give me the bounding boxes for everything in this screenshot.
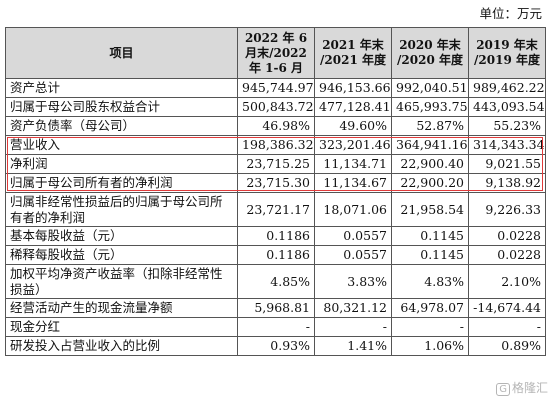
row-value: 9,021.55 xyxy=(468,154,546,174)
row-value: 5,968.81 xyxy=(237,298,315,318)
row-value: 22,900.40 xyxy=(391,154,469,174)
row-value: 945,744.97 xyxy=(237,78,315,98)
row-value: - xyxy=(468,317,546,337)
row-value: 0.89% xyxy=(468,336,546,356)
row-value: 1.41% xyxy=(314,336,392,356)
row-value: 9,138.92 xyxy=(468,173,546,193)
row-value: 23,715.30 xyxy=(237,173,315,193)
row-value: 46.98% xyxy=(237,116,315,136)
row-value: 477,128.41 xyxy=(314,97,392,117)
row-value: 946,153.66 xyxy=(314,78,392,98)
row-value: 4.83% xyxy=(391,264,469,299)
row-value: - xyxy=(314,317,392,337)
row-value: 0.93% xyxy=(237,336,315,356)
row-label: 净利润 xyxy=(5,154,238,174)
table-row: 加权平均净资产收益率（扣除非经常性损益） 4.85% 3.83% 4.83% 2.10% xyxy=(5,264,546,299)
table-row: 资产总计 945,744.97 946,153.66 992,040.51 989,46… xyxy=(5,78,546,98)
row-value: 500,843.72 xyxy=(237,97,315,117)
row-label: 资产总计 xyxy=(5,78,238,98)
row-value: 9,226.33 xyxy=(468,192,546,227)
row-value: 314,343.34 xyxy=(468,135,546,155)
row-value: 0.0228 xyxy=(468,226,546,246)
table-row: 现金分红 - - - - xyxy=(5,317,546,337)
row-value: 989,462.22 xyxy=(468,78,546,98)
row-value: 18,071.06 xyxy=(314,192,392,227)
table-row: 基本每股收益（元） 0.1186 0.0557 0.1145 0.0228 xyxy=(5,226,546,246)
header-2020: 2020 年末 /2020 年度 xyxy=(391,27,469,79)
row-value: 465,993.75 xyxy=(391,97,469,117)
row-value: 0.0228 xyxy=(468,245,546,265)
row-label: 基本每股收益（元） xyxy=(5,226,238,246)
row-value: 55.23% xyxy=(468,116,546,136)
row-label: 营业收入 xyxy=(5,135,238,155)
watermark-logo-icon: G xyxy=(496,383,510,396)
row-label: 研发投入占营业收入的比例 xyxy=(5,336,238,356)
row-value: 323,201.46 xyxy=(314,135,392,155)
row-label: 现金分红 xyxy=(5,317,238,337)
table-row: 归属于母公司股东权益合计 500,843.72 477,128.41 465,993.… xyxy=(5,97,546,117)
header-2022h1: 2022 年 6 月末/2022 年 1-6 月 xyxy=(237,27,315,79)
table-row: 资产负债率（母公司） 46.98% 49.60% 52.87% 55.23% xyxy=(5,116,546,136)
header-item: 项目 xyxy=(5,27,238,79)
table-row: 研发投入占营业收入的比例 0.93% 1.41% 1.06% 0.89% xyxy=(5,336,546,356)
row-value: 364,941.16 xyxy=(391,135,469,155)
row-value: -14,674.44 xyxy=(468,298,546,318)
row-value: 443,093.54 xyxy=(468,97,546,117)
row-value: 0.0557 xyxy=(314,245,392,265)
row-value: 992,040.51 xyxy=(391,78,469,98)
row-value: 11,134.67 xyxy=(314,173,392,193)
row-label: 归属于母公司股东权益合计 xyxy=(5,97,238,117)
row-label: 归属于母公司所有者的净利润 xyxy=(5,173,238,193)
row-value: 23,715.25 xyxy=(237,154,315,174)
table-row: 归属非经常性损益后的归属于母公司所有者的净利润 23,721.17 18,071.0… xyxy=(5,192,546,227)
row-value: - xyxy=(237,317,315,337)
row-label: 经营活动产生的现金流量净额 xyxy=(5,298,238,318)
row-value: 1.06% xyxy=(391,336,469,356)
row-value: 80,321.12 xyxy=(314,298,392,318)
table-body: 资产总计 945,744.97 946,153.66 992,040.51 989,46… xyxy=(5,78,546,356)
table-row: 归属于母公司所有者的净利润 23,715.30 11,134.67 22,900.20… xyxy=(5,173,546,193)
row-value: 11,134.71 xyxy=(314,154,392,174)
financial-table: 项目 2022 年 6 月末/2022 年 1-6 月 2021 年末 /202… xyxy=(5,27,546,356)
unit-label: 单位：万元 xyxy=(479,6,542,21)
row-value: 52.87% xyxy=(391,116,469,136)
row-value: 49.60% xyxy=(314,116,392,136)
row-label: 归属非经常性损益后的归属于母公司所有者的净利润 xyxy=(5,192,238,227)
table-row: 净利润 23,715.25 11,134.71 22,900.40 9,021.55 xyxy=(5,154,546,174)
watermark: G 格隆汇 xyxy=(496,379,548,396)
row-value: 0.0557 xyxy=(314,226,392,246)
row-value: - xyxy=(391,317,469,337)
header-2021: 2021 年末 /2021 年度 xyxy=(314,27,392,79)
watermark-text: 格隆汇 xyxy=(511,381,548,395)
row-value: 0.1186 xyxy=(237,245,315,265)
row-value: 198,386.32 xyxy=(237,135,315,155)
row-value: 2.10% xyxy=(468,264,546,299)
table-row: 经营活动产生的现金流量净额 5,968.81 80,321.12 64,978.07-… xyxy=(5,298,546,318)
header-2019: 2019 年末 /2019 年度 xyxy=(468,27,546,79)
row-value: 64,978.07 xyxy=(391,298,469,318)
row-value: 0.1186 xyxy=(237,226,315,246)
row-value: 23,721.17 xyxy=(237,192,315,227)
table-header-row: 项目 2022 年 6 月末/2022 年 1-6 月 2021 年末 /202… xyxy=(5,27,546,79)
row-value: 3.83% xyxy=(314,264,392,299)
row-label: 稀释每股收益（元） xyxy=(5,245,238,265)
row-value: 0.1145 xyxy=(391,245,469,265)
table-row: 稀释每股收益（元） 0.1186 0.0557 0.1145 0.0228 xyxy=(5,245,546,265)
row-label: 加权平均净资产收益率（扣除非经常性损益） xyxy=(5,264,238,299)
row-value: 0.1145 xyxy=(391,226,469,246)
row-label: 资产负债率（母公司） xyxy=(5,116,238,136)
row-value: 21,958.54 xyxy=(391,192,469,227)
row-value: 4.85% xyxy=(237,264,315,299)
row-value: 22,900.20 xyxy=(391,173,469,193)
table-row: 营业收入 198,386.32 323,201.46 364,941.16 314,34… xyxy=(5,135,546,155)
